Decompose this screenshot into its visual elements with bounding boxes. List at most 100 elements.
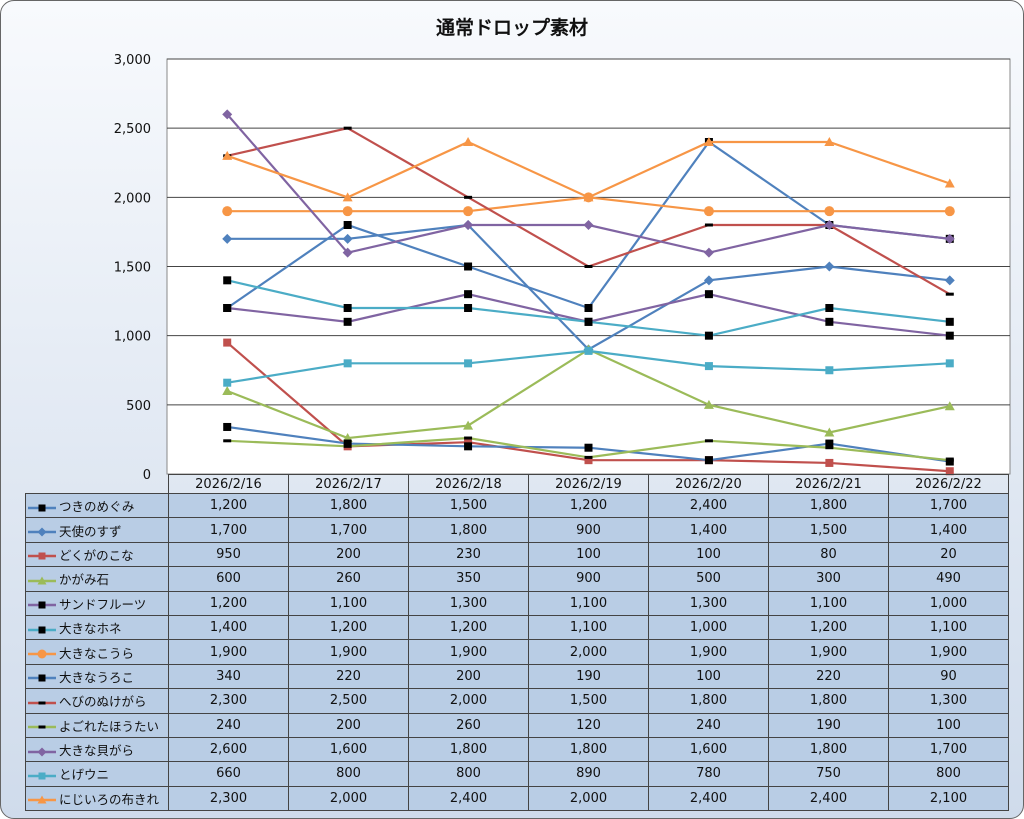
data-label: 1,200 [528, 492, 649, 519]
dash-marker [584, 455, 593, 459]
data-label: 1,900 [168, 639, 289, 665]
diamond-marker [703, 275, 714, 286]
table-row: よごれたほうたい 240 200 260 120 240 190 100 [25, 712, 1009, 738]
data-label: 260 [288, 566, 409, 592]
data-label: 1,200 [168, 492, 289, 519]
data-label: 2,400 [648, 785, 769, 812]
triangle-marker [37, 795, 47, 804]
triangle-marker [583, 192, 594, 202]
series-7 [223, 422, 954, 466]
data-label: 1,200 [408, 614, 529, 641]
table-row: 大きなうろこ 340 220 200 190 100 220 90 [25, 663, 1009, 690]
triangle-marker [824, 427, 835, 437]
data-label: 200 [288, 541, 409, 568]
data-label: 1,400 [168, 614, 289, 641]
legend-key-icon [28, 674, 56, 682]
data-label: 260 [408, 712, 529, 738]
dash-marker [38, 725, 46, 729]
data-label: 1,000 [648, 614, 769, 641]
table-row: にじいろの布きれ 2,300 2,000 2,400 2,000 2,400 2,400 2,… [25, 785, 1009, 812]
square-marker [38, 674, 46, 682]
data-label: 1,300 [888, 688, 1009, 714]
data-label: 1,500 [768, 517, 889, 543]
square-marker [584, 456, 593, 465]
data-label: 20 [888, 541, 1009, 568]
diamond-marker [944, 275, 955, 286]
square-marker [38, 504, 46, 512]
series-10 [222, 109, 955, 258]
square-marker [38, 626, 46, 634]
square-marker [945, 467, 954, 476]
legend-key-icon [28, 601, 56, 609]
square-marker [223, 304, 232, 312]
data-label: 900 [528, 517, 649, 543]
circle-marker [944, 206, 955, 217]
data-label: 1,700 [288, 517, 409, 543]
data-label: 1,100 [288, 590, 409, 616]
legend-label: にじいろの布きれ [59, 791, 160, 807]
data-label: 100 [648, 663, 769, 690]
data-label: 750 [768, 761, 889, 787]
diamond-marker [703, 247, 714, 258]
y-tick-label: 2,500 [114, 122, 151, 137]
legend-entry: かがみ石 [25, 566, 169, 592]
square-marker [825, 304, 834, 312]
square-marker [704, 331, 713, 340]
square-marker [825, 366, 834, 375]
diamond-marker [583, 220, 594, 230]
triangle-marker [342, 192, 353, 202]
diamond-marker [824, 261, 835, 272]
data-label: 1,500 [408, 492, 529, 519]
data-label: 1,900 [888, 639, 1009, 665]
dash-marker [584, 265, 593, 268]
square-marker [343, 221, 352, 229]
legend-label: どくがのこな [59, 547, 134, 563]
diamond-marker [342, 247, 353, 258]
legend-label: 大きな貝がら [59, 743, 135, 759]
square-marker [825, 439, 834, 448]
table-corner [25, 474, 169, 494]
legend-label: 天使のすず [59, 523, 122, 539]
data-label: 2,000 [408, 688, 529, 714]
data-label: 1,100 [528, 614, 649, 641]
data-label: 220 [768, 663, 889, 690]
series-9 [223, 436, 954, 462]
data-label: 2,400 [648, 492, 769, 519]
legend-entry: どくがのこな [25, 541, 169, 568]
data-label: 2,000 [528, 785, 649, 812]
legend-key-icon [28, 795, 56, 804]
table-row: 天使のすず 1,700 1,700 1,800 900 1,400 1,500 1,400 [25, 517, 1009, 543]
legend-entry: 大きな貝がら [25, 736, 169, 763]
data-label: 2,100 [888, 785, 1009, 812]
legend-label: とげウニ [59, 767, 110, 783]
y-tick-label: 3,000 [114, 53, 151, 68]
legend-entry: 大きなうろこ [25, 663, 169, 690]
table-row: へびのぬけがら 2,300 2,500 2,000 1,500 1,800 1,800 1,3… [25, 688, 1009, 714]
data-table: 2026/2/16 2026/2/17 2026/2/18 2026/2/19 2026… [25, 474, 1009, 812]
data-label: 1,600 [648, 736, 769, 763]
table-row: サンドフルーツ 1,200 1,100 1,300 1,100 1,300 1,100 1,0… [25, 590, 1009, 616]
dash-marker [704, 223, 713, 227]
table-row: 大きなこうら 1,900 1,900 1,900 2,000 1,900 1,900 1,90… [25, 639, 1009, 665]
legend-entry: へびのぬけがら [25, 688, 169, 714]
legend-key-icon [28, 552, 56, 560]
x-category-label: 2026/2/19 [528, 474, 649, 494]
data-label: 80 [768, 541, 889, 568]
data-label: 1,100 [888, 614, 1009, 641]
square-marker [223, 338, 232, 347]
diamond-marker [37, 527, 47, 537]
square-marker [945, 359, 954, 368]
x-category-label: 2026/2/21 [768, 474, 889, 494]
data-label: 1,700 [888, 492, 1009, 519]
diamond-marker [222, 109, 233, 120]
data-label: 240 [648, 712, 769, 738]
data-label: 100 [888, 712, 1009, 738]
series-5 [223, 276, 954, 340]
data-label: 190 [768, 712, 889, 738]
legend-key-icon [28, 626, 56, 634]
legend-label: つきのめぐみ [59, 499, 135, 515]
table-row: とげウニ 660 800 800 890 780 750 800 [25, 761, 1009, 787]
data-label: 800 [288, 761, 409, 787]
